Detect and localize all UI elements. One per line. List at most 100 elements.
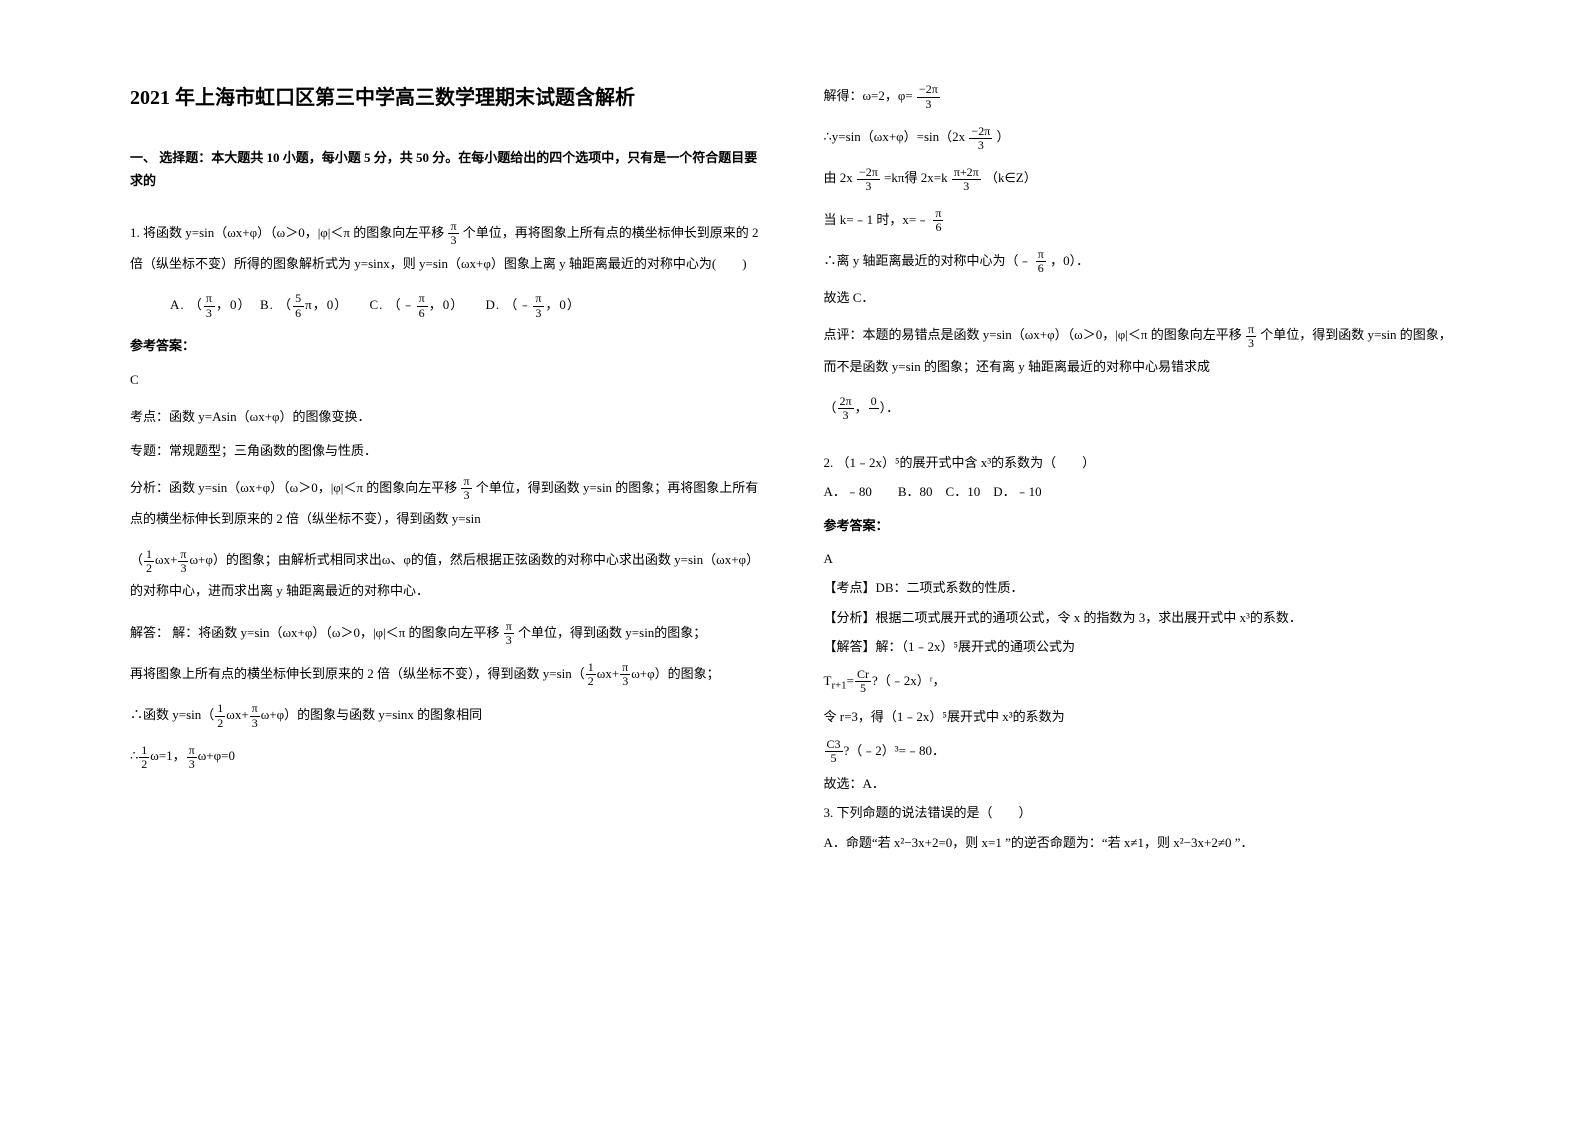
- fraction: π3: [533, 292, 544, 319]
- opt-b-pre: B. （: [260, 297, 292, 312]
- q2-jieda: 【解答】解：（1﹣2x）⁵展开式的通项公式为: [824, 635, 1458, 658]
- col2-l5: ∴离 y 轴距离最近的对称中心为（﹣ π6 ，0）．: [824, 245, 1458, 276]
- fraction: π3: [178, 548, 188, 575]
- text: ∴: [130, 748, 138, 763]
- fraction: π3: [204, 292, 215, 319]
- fraction: 2π3: [838, 395, 854, 422]
- text: ，: [855, 400, 868, 415]
- text: ωx+: [226, 707, 248, 722]
- q2-fenxi: 【分析】根据二项式展开式的通项公式，令 x 的指数为 3，求出展开式中 x³的系…: [824, 606, 1458, 629]
- col2-dianping2: （2π3，0 ）．: [824, 392, 1458, 423]
- q2-result: C35?（﹣2）³=﹣80．: [824, 735, 1458, 766]
- text: ωx+: [597, 666, 619, 681]
- fraction: π6: [417, 292, 428, 319]
- fraction: π3: [1246, 323, 1256, 350]
- q3-stem: 3. 下列命题的说法错误的是（ ）: [824, 801, 1458, 824]
- q1-options: A. （π3，0） B. （56π，0） C. （﹣π6，0） D. （﹣π3，…: [130, 289, 764, 320]
- q2-options: A．﹣80 B．80 C．10 D．﹣10: [824, 480, 1458, 503]
- text: C: [827, 737, 835, 751]
- text: ∴y=sin（ωx+φ）=sin（2x: [824, 129, 966, 144]
- col2-guxuan: 故选 C．: [824, 286, 1458, 309]
- left-column: 2021 年上海市虹口区第三中学高三数学理期末试题含解析 一、 选择题：本大题共…: [100, 80, 794, 1082]
- q1-jieda3: ∴函数 y=sin（12ωx+π3ω+φ）的图象与函数 y=sinx 的图象相同: [130, 699, 764, 730]
- q2-answer: A: [824, 547, 1458, 570]
- text: ω+φ=0: [198, 748, 235, 763]
- section-1-header: 一、 选择题：本大题共 10 小题，每小题 5 分，共 50 分。在每小题给出的…: [130, 146, 764, 193]
- text: （k∈Z）: [985, 170, 1037, 185]
- opt-c-pre: C. （﹣: [369, 297, 415, 312]
- text: （: [824, 400, 837, 415]
- q2-formula-t: Tr+1=Cr5?（﹣2x）ʳ，: [824, 665, 1458, 700]
- opt-d-pre: D. （﹣: [485, 297, 532, 312]
- text: =kπ得 2x=k: [884, 170, 947, 185]
- col2-l2: ∴y=sin（ωx+φ）=sin（2x −2π3 ）: [824, 121, 1458, 152]
- fraction: 0: [869, 395, 879, 422]
- fraction: π3: [250, 702, 260, 729]
- opt-a-pre: A. （: [170, 297, 203, 312]
- text: 由 2x: [824, 170, 853, 185]
- q1-stem-pre: 1. 将函数 y=sin（ωx+φ）（ω＞0，|φ|＜π 的图象向左平移: [130, 225, 444, 240]
- q1-jieda2: 再将图象上所有点的横坐标伸长到原来的 2 倍（纵坐标不变），得到函数 y=sin…: [130, 658, 764, 689]
- col2-l3: 由 2x −2π3 =kπ得 2x=k π+2π3 （k∈Z）: [824, 162, 1458, 193]
- q1-kdian: 考点：函数 y=Asin（ωx+φ）的图像变换．: [130, 405, 764, 428]
- text: 解得：ω=2，φ=: [824, 88, 913, 103]
- fraction: 56: [293, 292, 304, 319]
- text: ?（﹣2x）ʳ，: [872, 673, 946, 688]
- q2-ling: 令 r=3，得（1﹣2x）⁵展开式中 x³的系数为: [824, 705, 1458, 728]
- q1-fenxi2: （12ωx+π3ω+φ）的图象；由解析式相同求出ω、φ的值，然后根据正弦函数的对…: [130, 544, 764, 606]
- subscript: r+1: [831, 679, 846, 691]
- fraction: π3: [504, 620, 514, 647]
- document-title: 2021 年上海市虹口区第三中学高三数学理期末试题含解析: [130, 80, 764, 116]
- text: 个单位，得到函数 y=sin的图象；: [518, 625, 706, 640]
- fraction: −2π3: [857, 166, 880, 193]
- fraction: 12: [139, 744, 149, 771]
- text: 3: [835, 737, 841, 751]
- q2-kdian: 【考点】DB：二项式系数的性质．: [824, 576, 1458, 599]
- text: ω+φ）的图象与函数 y=sinx 的图象相同: [261, 707, 482, 722]
- text: 分析：函数 y=sin（ωx+φ）（ω＞0，|φ|＜π 的图象向左平移: [130, 480, 457, 495]
- text: ωx+: [155, 552, 177, 567]
- text: 再将图象上所有点的横坐标伸长到原来的 2 倍（纵坐标不变），得到函数 y=sin…: [130, 666, 585, 681]
- col2-l4: 当 k=﹣1 时，x=﹣ π6: [824, 204, 1458, 235]
- text: r: [865, 667, 869, 681]
- fraction: π3: [461, 475, 471, 502]
- text: （: [130, 552, 143, 567]
- q1-fenxi: 分析：函数 y=sin（ωx+φ）（ω＞0，|φ|＜π 的图象向左平移 π3 个…: [130, 472, 764, 534]
- q1-jieda4: ∴12ω=1，π3ω+φ=0: [130, 740, 764, 771]
- opt-c-post: ，0）: [429, 297, 465, 312]
- col2-l1: 解得：ω=2，φ= −2π3: [824, 80, 1458, 111]
- fraction: 12: [144, 548, 154, 575]
- answer-label: 参考答案：: [130, 334, 764, 357]
- combination: C35: [825, 738, 843, 765]
- fraction: π3: [187, 744, 197, 771]
- text: =: [847, 673, 854, 688]
- text: 点评：本题的易错点是函数 y=sin（ωx+φ）（ω＞0，|φ|＜π 的图象向左…: [824, 327, 1242, 342]
- answer-label: 参考答案：: [824, 514, 1458, 537]
- q1-zhuanti: 专题：常规题型；三角函数的图像与性质．: [130, 439, 764, 462]
- opt-d-post: ，0）: [545, 297, 581, 312]
- text: ω+φ）的图象；: [631, 666, 719, 681]
- fraction: π6: [1036, 248, 1046, 275]
- q3-opt-a: A．命题“若 x²−3x+2=0，则 x=1 ”的逆否命题为：“若 x≠1，则 …: [824, 831, 1458, 854]
- fraction: −2π3: [969, 125, 992, 152]
- q2-guxuan: 故选：A．: [824, 772, 1458, 795]
- text: ∴函数 y=sin（: [130, 707, 214, 722]
- fraction: π3: [620, 661, 630, 688]
- fraction: π+2π3: [952, 166, 981, 193]
- col2-dianping: 点评：本题的易错点是函数 y=sin（ωx+φ）（ω＞0，|φ|＜π 的图象向左…: [824, 319, 1458, 381]
- combination: Cr5: [855, 668, 871, 695]
- q1-jieda: 解答： 解：将函数 y=sin（ωx+φ）（ω＞0，|φ|＜π 的图象向左平移 …: [130, 617, 764, 648]
- fraction: −2π3: [917, 83, 940, 110]
- text: ∴离 y 轴距离最近的对称中心为（﹣: [824, 253, 1032, 268]
- fraction: 12: [215, 702, 225, 729]
- text: ）: [997, 129, 1010, 144]
- opt-b-post: π，0）: [305, 297, 348, 312]
- q1-stem: 1. 将函数 y=sin（ωx+φ）（ω＞0，|φ|＜π 的图象向左平移 π3 …: [130, 217, 764, 279]
- text: ?（﹣2）³=﹣80．: [844, 743, 946, 758]
- text: ，0）．: [1050, 253, 1089, 268]
- fraction: 12: [586, 661, 596, 688]
- opt-a-post: ，0）: [216, 297, 252, 312]
- text: ω=1，: [150, 748, 185, 763]
- text: 解答： 解：将函数 y=sin（ωx+φ）（ω＞0，|φ|＜π 的图象向左平移: [130, 625, 499, 640]
- text: ）．: [880, 400, 900, 415]
